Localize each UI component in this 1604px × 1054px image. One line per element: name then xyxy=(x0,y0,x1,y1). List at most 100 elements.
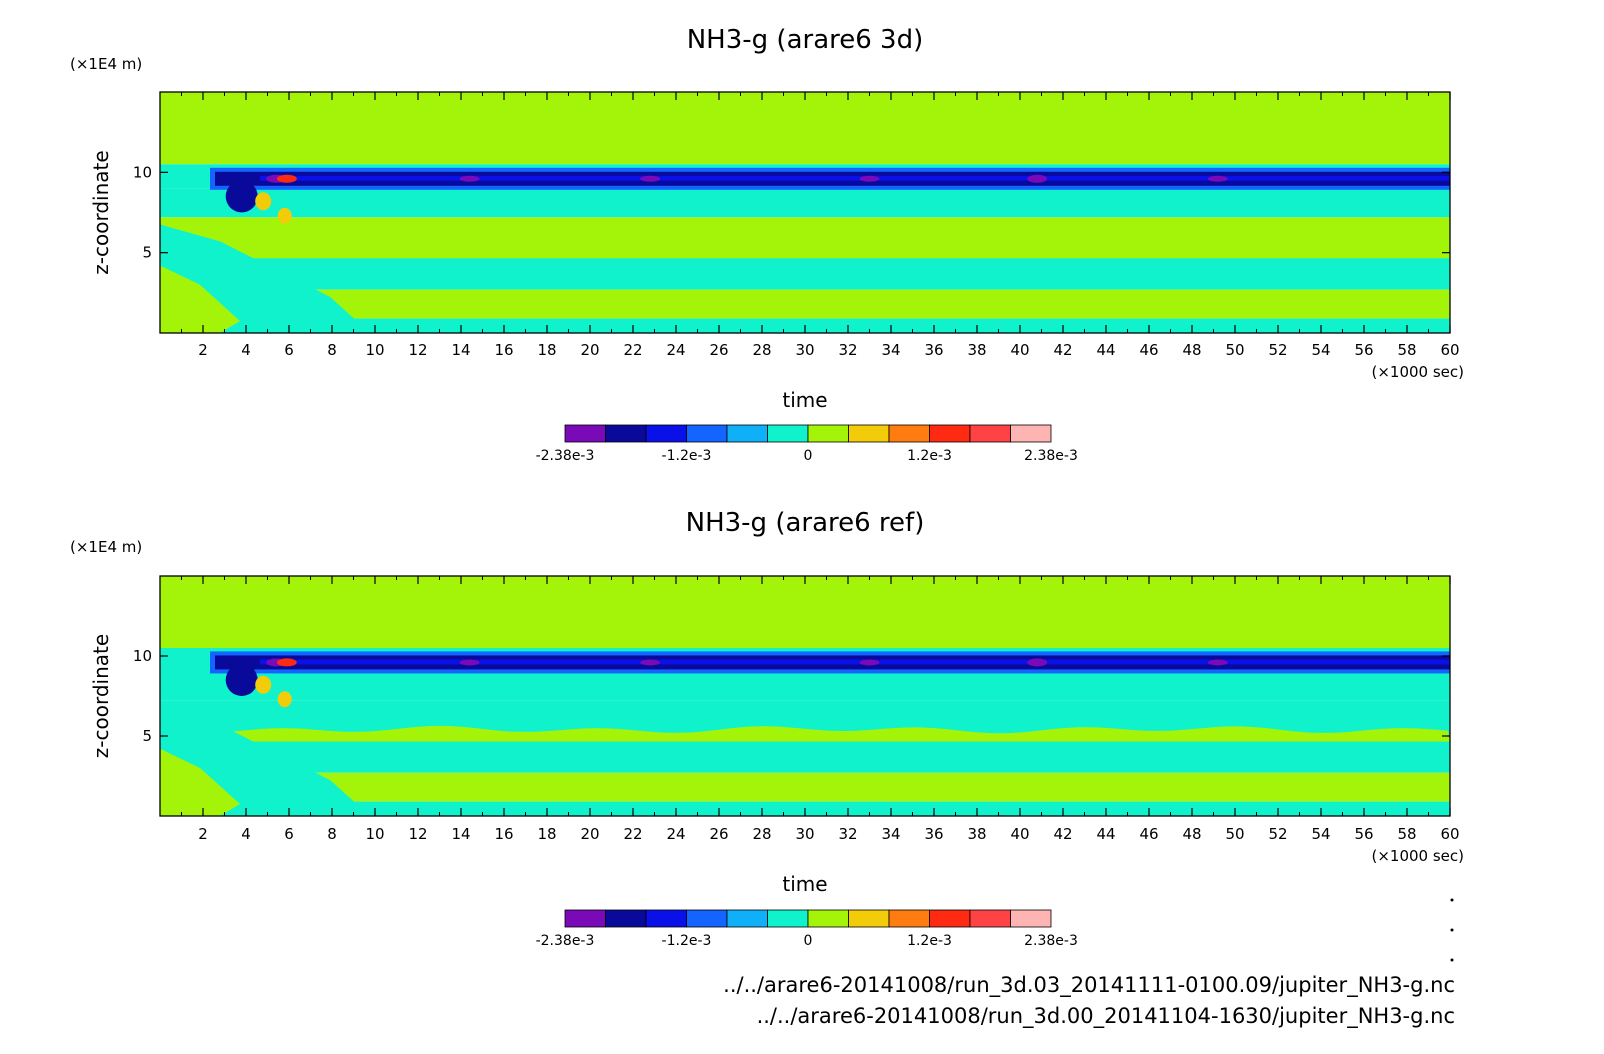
x-tick-label: 52 xyxy=(1268,341,1287,359)
x-tick-label: 28 xyxy=(752,341,771,359)
colorbar-segment xyxy=(1010,909,1052,928)
marker-dot xyxy=(1450,928,1454,932)
x-tick-label: 12 xyxy=(408,341,427,359)
x-tick-label: 8 xyxy=(327,825,337,843)
x-tick-label: 12 xyxy=(408,825,427,843)
x-tick-label: 30 xyxy=(795,825,814,843)
x-tick-label: 18 xyxy=(537,825,556,843)
colorbar-segment xyxy=(726,909,768,928)
y-tick-label: 10 xyxy=(133,163,152,181)
x-tick-label: 60 xyxy=(1440,341,1459,359)
colorbar-segment xyxy=(807,909,849,928)
colorbar-segment xyxy=(605,424,647,443)
x-tick-label: 52 xyxy=(1268,825,1287,843)
contour-field xyxy=(160,576,1450,816)
x-tick-label: 44 xyxy=(1096,825,1115,843)
colorbar-segment xyxy=(726,424,768,443)
chart-panel-2: 2 4 6 8 10 12 14 16 18 20 22 24 26 28 30 32 34 36 38 40 42 44… xyxy=(70,508,1464,949)
x-tick-label: 48 xyxy=(1182,341,1201,359)
x-tick-label: 26 xyxy=(709,825,728,843)
x-tick-label: 58 xyxy=(1397,825,1416,843)
colorbar-label: 1.2e-3 xyxy=(907,933,952,949)
x-tick-label: 34 xyxy=(881,825,900,843)
x-tick-label: 42 xyxy=(1053,825,1072,843)
x-tick-label: 22 xyxy=(623,825,642,843)
x-tick-label: 40 xyxy=(1010,825,1029,843)
x-tick-label: 50 xyxy=(1225,341,1244,359)
x-axis-label: time xyxy=(782,872,827,896)
colorbar-segment xyxy=(564,424,606,443)
x-tick-label: 50 xyxy=(1225,825,1244,843)
x-tick-label: 48 xyxy=(1182,825,1201,843)
colorbar-segment xyxy=(807,424,849,443)
marker-dot xyxy=(1450,958,1454,962)
colorbar-label: 1.2e-3 xyxy=(907,448,952,464)
x-tick-label: 24 xyxy=(666,825,685,843)
x-tick-label: 4 xyxy=(241,825,251,843)
x-tick-label: 10 xyxy=(365,825,384,843)
x-tick-label: 8 xyxy=(327,341,337,359)
jet-cell xyxy=(859,659,880,666)
x-tick-label: 32 xyxy=(838,341,857,359)
y-unit-label: (×1E4 m) xyxy=(70,55,142,73)
marker-dot xyxy=(1450,898,1454,902)
field-layer xyxy=(160,725,1450,742)
jet-cell xyxy=(459,175,480,182)
jet-cell xyxy=(459,659,480,666)
x-tick-label: 56 xyxy=(1354,825,1373,843)
x-tick-label: 44 xyxy=(1096,341,1115,359)
jet-cell xyxy=(1207,659,1228,666)
colorbar-segment xyxy=(888,909,930,928)
field-layer xyxy=(160,242,1450,259)
colorbar-segment xyxy=(686,909,728,928)
x-tick-label: 46 xyxy=(1139,825,1158,843)
colorbar-label: 0 xyxy=(804,448,813,464)
disturbance xyxy=(225,664,258,696)
x-tick-label: 46 xyxy=(1139,341,1158,359)
x-tick-label: 54 xyxy=(1311,341,1330,359)
colorbar-segment xyxy=(767,424,809,443)
field-band xyxy=(160,289,1450,319)
field-region xyxy=(160,748,240,816)
contour-field xyxy=(160,92,1450,333)
x-tick-label: 42 xyxy=(1053,341,1072,359)
field-band xyxy=(160,188,1450,218)
colorbar-segment xyxy=(929,424,971,443)
colorbar-segment xyxy=(848,909,890,928)
jet-cell xyxy=(1027,174,1048,183)
x-tick-label: 24 xyxy=(666,341,685,359)
x-tick-label: 56 xyxy=(1354,341,1373,359)
disturbance xyxy=(255,675,272,694)
x-tick-label: 14 xyxy=(451,341,470,359)
x-tick-label: 22 xyxy=(623,341,642,359)
x-tick-label: 2 xyxy=(198,825,208,843)
colorbar-segment xyxy=(645,909,687,928)
colorbar-segment xyxy=(888,424,930,443)
colorbar-segment xyxy=(929,909,971,928)
y-unit-label: (×1E4 m) xyxy=(70,538,142,556)
x-tick-label: 18 xyxy=(537,341,556,359)
x-tick-label: 30 xyxy=(795,341,814,359)
field-layer xyxy=(160,600,1450,623)
colorbar-segment xyxy=(686,424,728,443)
colorbar-segment xyxy=(1010,424,1052,443)
jet-cell xyxy=(640,659,661,666)
x-tick-label: 10 xyxy=(365,341,384,359)
x-tick-label: 16 xyxy=(494,341,513,359)
x-tick-label: 20 xyxy=(580,341,599,359)
x-tick-label: 32 xyxy=(838,825,857,843)
x-unit-label: (×1000 sec) xyxy=(1371,847,1464,865)
x-tick-label: 60 xyxy=(1440,825,1459,843)
x-tick-label: 6 xyxy=(284,341,294,359)
disturbance xyxy=(276,658,297,667)
colorbar-segment xyxy=(767,909,809,928)
jet-cell xyxy=(640,175,661,182)
disturbance xyxy=(255,192,272,211)
x-axis-label: time xyxy=(782,388,827,412)
chart-title: NH3-g (arare6 ref) xyxy=(686,508,925,538)
x-tick-label: 4 xyxy=(241,341,251,359)
colorbar-label: 2.38e-3 xyxy=(1024,933,1078,949)
colorbar-label: -1.2e-3 xyxy=(662,448,712,464)
x-tick-label: 26 xyxy=(709,341,728,359)
